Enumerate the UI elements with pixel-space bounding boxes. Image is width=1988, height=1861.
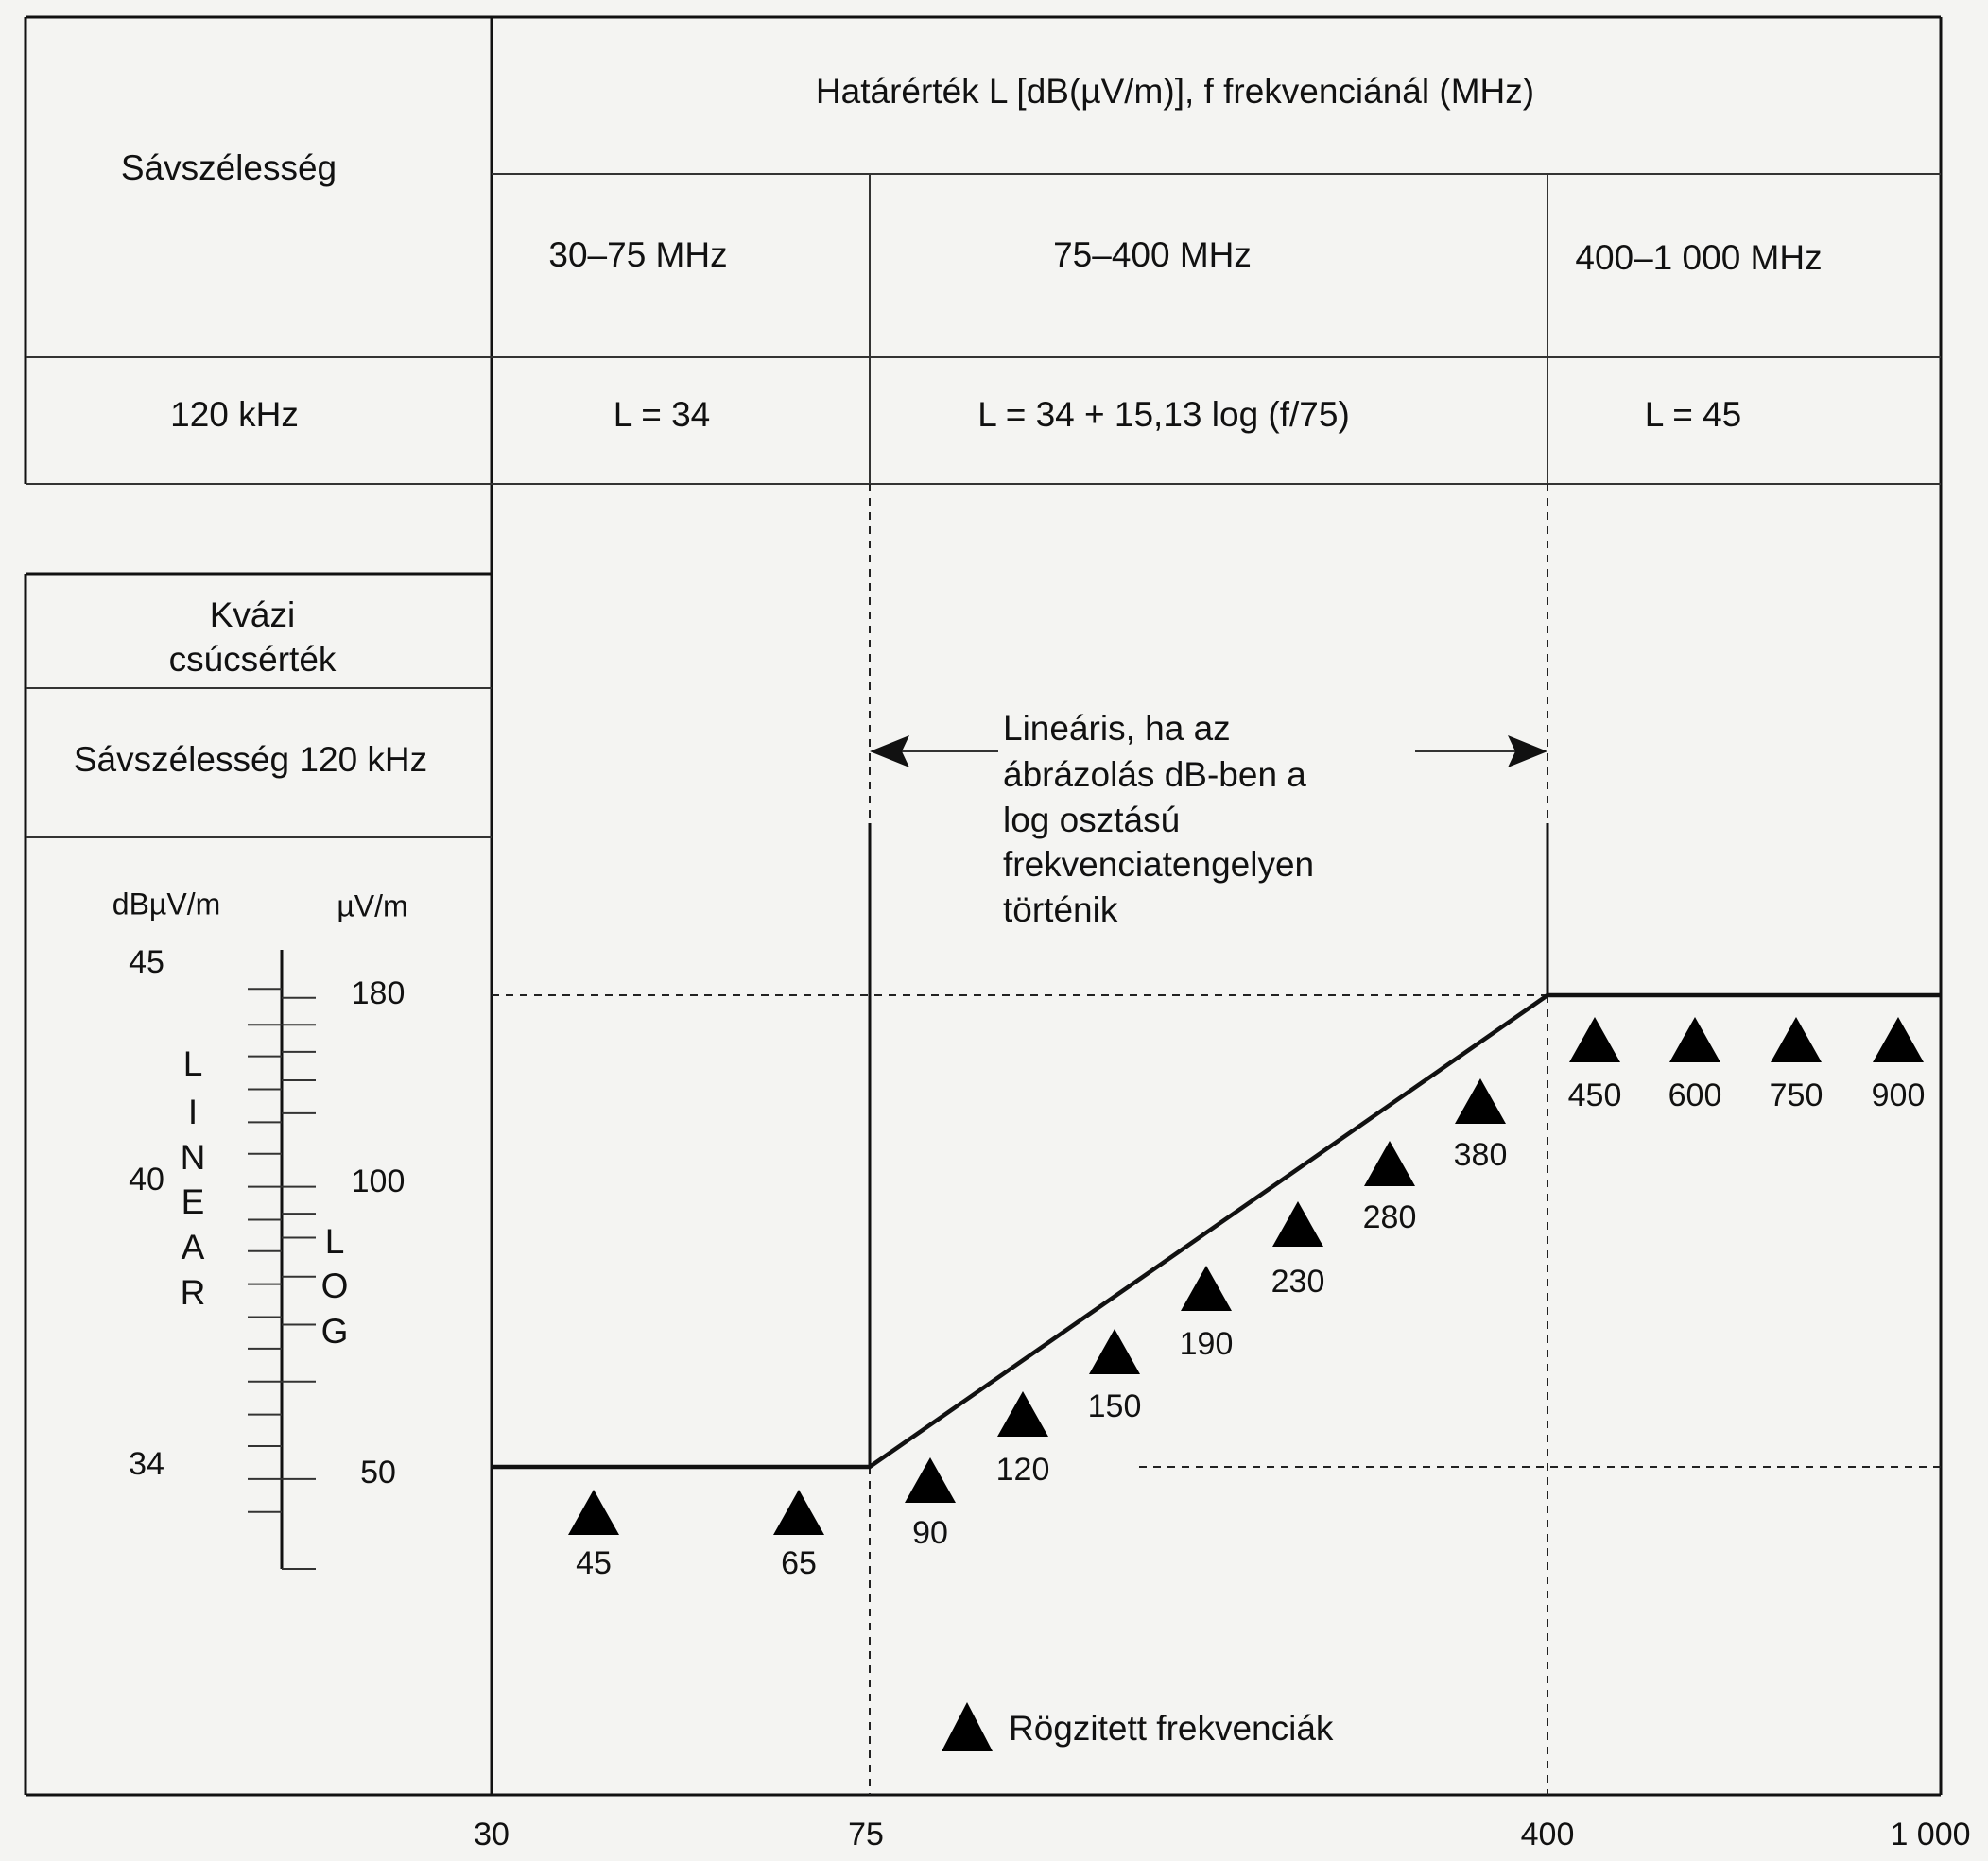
triangle-marker-icon (997, 1391, 1048, 1437)
quasi-peak-label-1: Kvázi (210, 595, 295, 634)
linear-annotation: Lineáris, ha az ábrázolás dB-ben a log o… (870, 709, 1547, 929)
frequency-label: 190 (1180, 1326, 1234, 1362)
linear-letter: E (182, 1182, 205, 1221)
frequency-label: 230 (1271, 1264, 1325, 1300)
x-tick-label: 1 000 (1890, 1817, 1970, 1852)
frequency-label: 280 (1363, 1199, 1417, 1235)
frequency-label: 380 (1454, 1137, 1508, 1173)
linear-letter: L (183, 1044, 203, 1083)
fixed-frequency-markers: 45 65 90 120 150 190 230 280 380 450 600 750 900 (568, 1017, 1925, 1581)
x-tick-label: 400 (1521, 1817, 1575, 1852)
limit-header: Határérték L [dB(µV/m)], f frekvenciánál… (816, 72, 1534, 111)
annotation-line: frekvenciatengelyen (1003, 845, 1314, 884)
log-letter: O (321, 1267, 349, 1305)
dual-scale (248, 950, 316, 1570)
range-30-75: 30–75 MHz (548, 235, 727, 274)
bandwidth-120khz-label: Sávszélesség 120 kHz (74, 740, 427, 779)
frequency-label: 450 (1568, 1077, 1622, 1113)
triangle-marker-icon (1364, 1141, 1415, 1186)
linear-letter: A (182, 1228, 205, 1267)
triangle-marker-icon (1455, 1078, 1506, 1124)
linear-letter: I (188, 1093, 198, 1131)
triangle-marker-icon (905, 1457, 956, 1503)
linear-letter: R (181, 1273, 206, 1312)
frequency-label: 65 (781, 1545, 817, 1581)
triangle-marker-icon (1272, 1201, 1323, 1247)
formula-mid: L = 34 + 15,13 log (f/75) (977, 395, 1350, 434)
uv-tick-100: 100 (352, 1163, 406, 1199)
frequency-label: 750 (1770, 1077, 1824, 1113)
triangle-marker-icon (568, 1490, 619, 1535)
bandwidth-value: 120 kHz (170, 395, 299, 434)
linear-letter: N (181, 1138, 206, 1177)
frequency-label: 45 (576, 1545, 612, 1581)
frequency-label: 150 (1088, 1388, 1142, 1424)
uv-tick-180: 180 (352, 975, 406, 1011)
legend: Rögzitett frekvenciák (942, 1702, 1334, 1751)
triangle-marker-icon (1181, 1266, 1232, 1311)
x-tick-label: 30 (474, 1817, 510, 1852)
annotation-line: ábrázolás dB-ben a (1003, 755, 1306, 794)
unit-dbuv: dBµV/m (112, 887, 220, 921)
legend-label: Rögzitett frekvenciák (1009, 1709, 1334, 1748)
log-letter: L (325, 1222, 345, 1261)
frequency-label: 90 (912, 1515, 948, 1551)
triangle-marker-icon (773, 1490, 824, 1535)
triangle-marker-icon (1873, 1017, 1924, 1062)
table-lines (24, 15, 1943, 1797)
x-tick-label: 75 (848, 1817, 884, 1852)
frequency-label: 600 (1668, 1077, 1722, 1113)
triangle-marker-icon (1771, 1017, 1822, 1062)
formula-high: L = 45 (1645, 395, 1742, 434)
log-letter: G (321, 1312, 349, 1351)
db-tick-34: 34 (129, 1446, 164, 1482)
range-400-1000: 400–1 000 MHz (1575, 238, 1822, 277)
arrow-right-icon (1508, 735, 1547, 767)
formula-low: L = 34 (614, 395, 711, 434)
log-label: LOG (321, 1222, 349, 1351)
triangle-marker-icon (1569, 1017, 1620, 1062)
quasi-peak-label-2: csúcsérték (169, 640, 337, 679)
db-tick-45: 45 (129, 944, 164, 980)
annotation-line: történik (1003, 890, 1118, 929)
db-tick-40: 40 (129, 1162, 164, 1198)
frequency-label: 900 (1872, 1077, 1926, 1113)
triangle-marker-icon (942, 1702, 993, 1751)
triangle-marker-icon (1089, 1329, 1140, 1374)
graph-guides (492, 484, 1941, 1795)
limit-line (492, 992, 1941, 1470)
frequency-label: 120 (996, 1452, 1050, 1488)
range-75-400: 75–400 MHz (1053, 235, 1252, 274)
triangle-marker-icon (1669, 1017, 1720, 1062)
annotation-line: Lineáris, ha az (1003, 709, 1231, 748)
unit-uv: µV/m (337, 888, 407, 922)
annotation-line: log osztású (1003, 801, 1180, 839)
bandwidth-header: Sávszélesség (121, 148, 337, 187)
arrow-left-icon (870, 735, 909, 767)
uv-tick-50: 50 (360, 1455, 396, 1491)
